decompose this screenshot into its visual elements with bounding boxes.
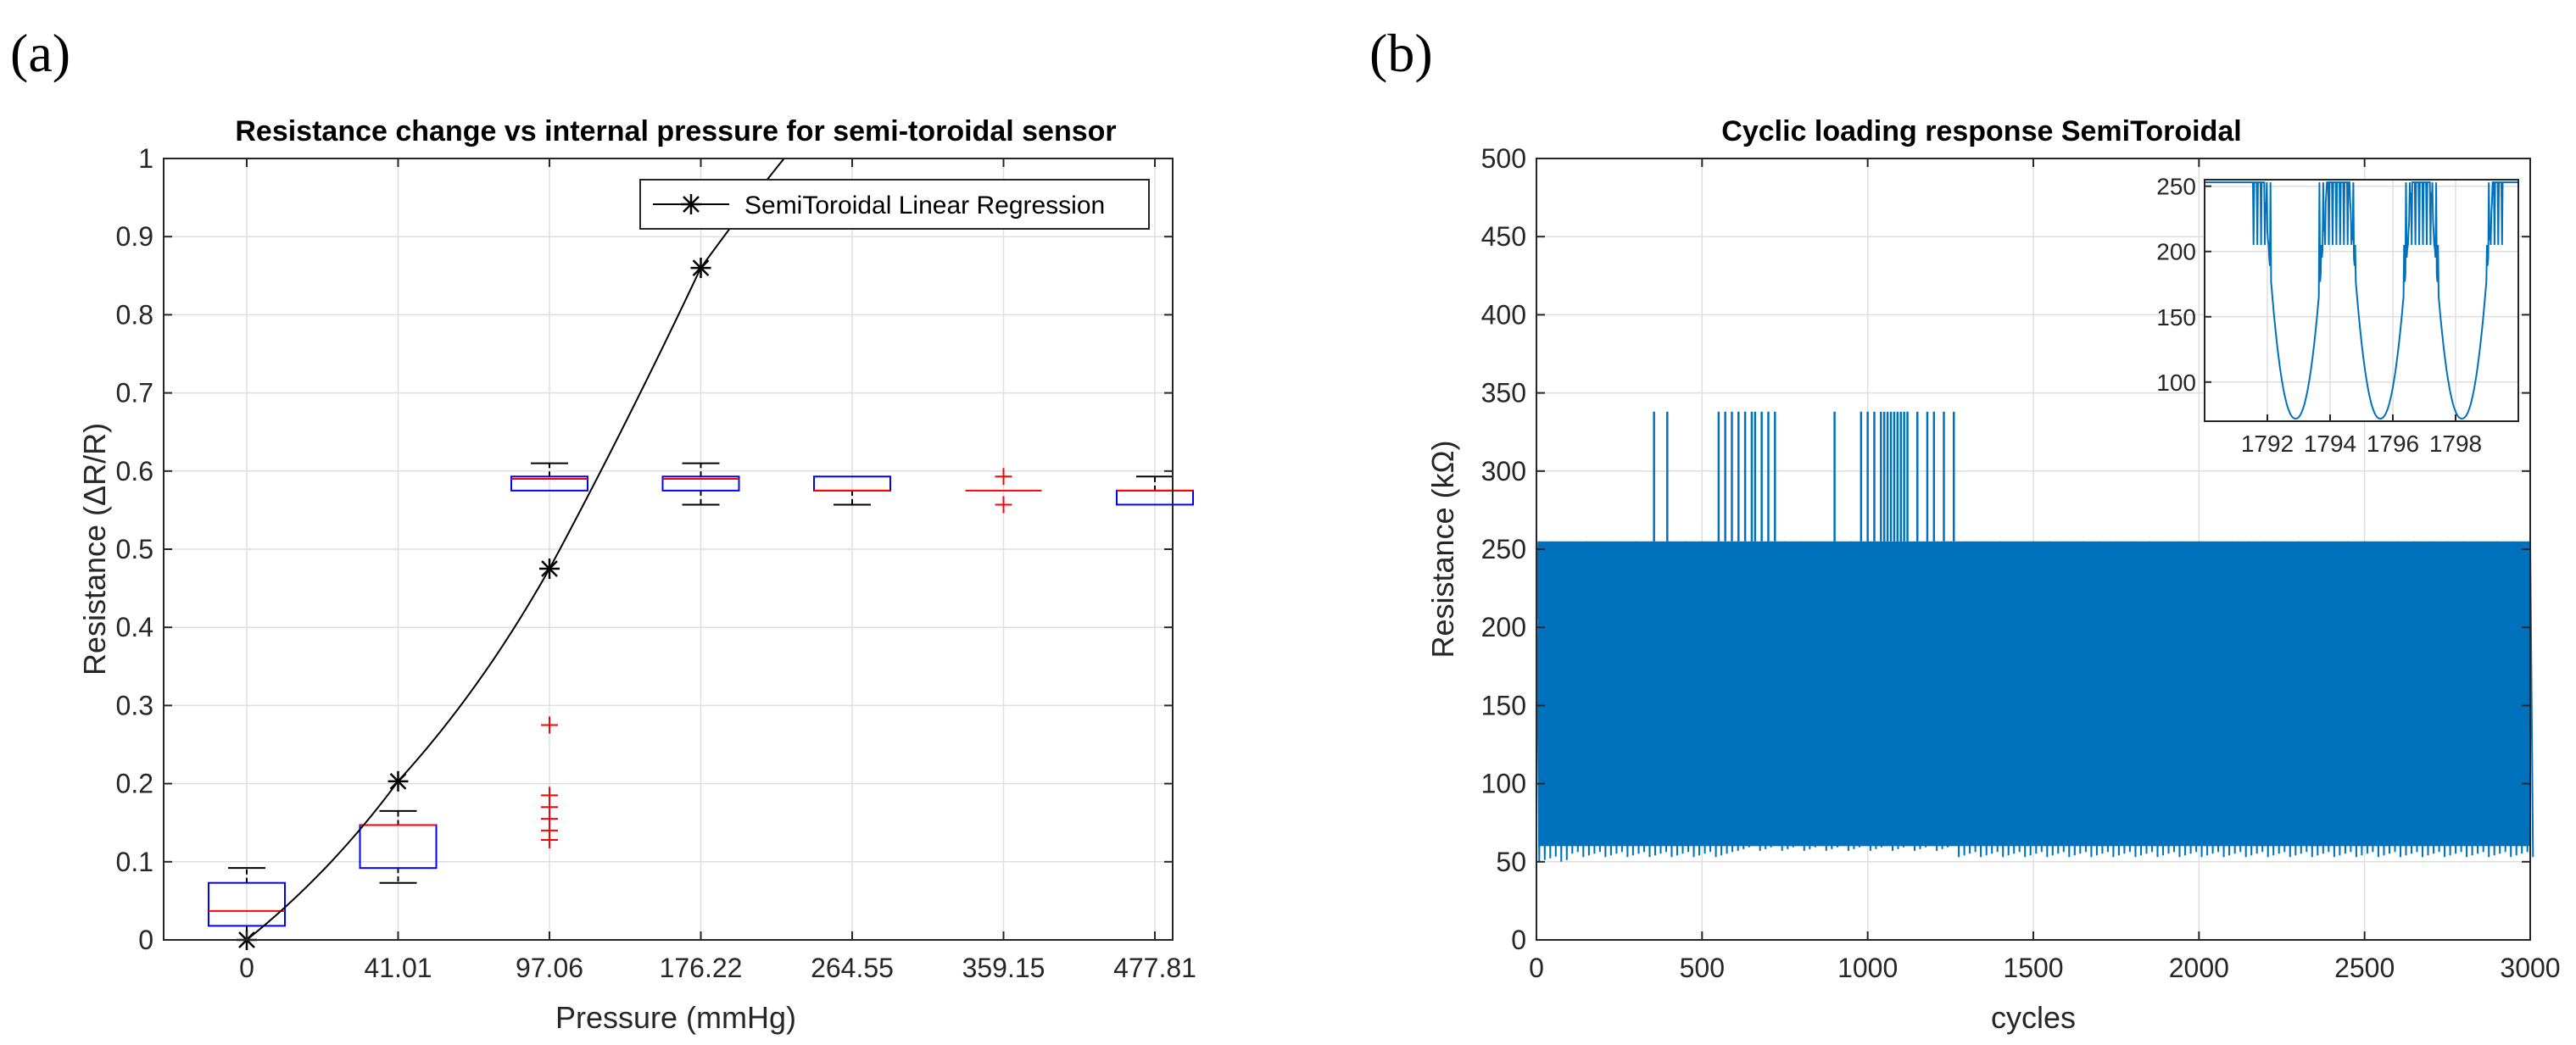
x-tick-label: 97.06: [516, 953, 583, 983]
box-176.22: [661, 462, 740, 506]
panel-b-label: (b): [1369, 23, 1433, 83]
chart-a-regression: [237, 158, 785, 950]
x-tick-label: 359.15: [962, 953, 1045, 983]
y-tick-label: 500: [1481, 143, 1526, 174]
box-iqr: [208, 881, 286, 927]
y-tick-label: 0.1: [116, 847, 153, 877]
chart-a-xlabel: Pressure (mmHg): [555, 1000, 796, 1035]
y-tick-label: 0: [1511, 925, 1526, 955]
y-tick-label: 0.4: [116, 612, 153, 642]
y-tick-label: 0.5: [116, 534, 153, 564]
y-tick-label: 50: [1496, 847, 1526, 877]
y-tick-label: 0.2: [116, 769, 153, 799]
y-tick-label: 0.8: [116, 299, 153, 330]
chart-b-x-ticks: 0 500 1000 1500 2000 2500 3000: [1529, 158, 2561, 983]
chart-b-xlabel: cycles: [1991, 1000, 2076, 1035]
inset-frame: [2204, 179, 2519, 422]
chart-a-ylabel: Resistance (ΔR/R): [77, 423, 112, 675]
box-477.81: [1116, 475, 1194, 506]
panel-a-label: (a): [10, 23, 70, 83]
chart-b-ylabel: Resistance (kΩ): [1425, 441, 1460, 659]
y-tick-label: 150: [1481, 690, 1526, 720]
chart-a-x-ticks: 0 41.01 97.06 176.22 264.55 359.15 477.81: [239, 158, 1196, 983]
box-iqr: [661, 475, 740, 492]
outlier-point: [541, 716, 558, 734]
panel-a: (a) Resistance change vs internal pressu…: [10, 23, 1196, 1035]
box-359.15: [965, 468, 1042, 514]
y-tick-label: 250: [1481, 534, 1526, 564]
y-tick-label: 450: [1481, 221, 1526, 252]
legend-marker: [681, 194, 701, 214]
x-tick-label: 1000: [1837, 953, 1898, 983]
y-tick-label: 0.9: [116, 221, 153, 252]
inset-x-tick-label: 1796: [2367, 431, 2419, 457]
y-tick-label: 200: [1481, 612, 1526, 642]
x-tick-label: 2500: [2334, 953, 2395, 983]
x-tick-label: 2000: [2169, 953, 2229, 983]
y-tick-label: 350: [1481, 378, 1526, 409]
y-tick-label: 0: [138, 925, 153, 955]
y-tick-label: 0.7: [116, 378, 153, 409]
inset-x-tick-label: 1792: [2241, 431, 2294, 457]
chart-a-title: Resistance change vs internal pressure f…: [235, 115, 1116, 147]
x-tick-label: 3000: [2500, 953, 2560, 983]
inset-x-tick-label: 1794: [2304, 431, 2356, 457]
legend-label: SemiToroidal Linear Regression: [744, 192, 1105, 220]
x-tick-label: 264.55: [811, 953, 894, 983]
y-tick-label: 300: [1481, 456, 1526, 486]
x-tick-label: 41.01: [364, 953, 432, 983]
inset-background: [2205, 180, 2518, 421]
inset-x-tick-label: 1798: [2429, 431, 2482, 457]
inset-y-tick-label: 100: [2156, 370, 2196, 396]
x-tick-label: 0: [239, 953, 254, 983]
x-tick-label: 176.22: [660, 953, 743, 983]
x-tick-label: 477.81: [1113, 953, 1196, 983]
x-tick-label: 0: [1529, 953, 1544, 983]
regression-point: [388, 770, 409, 792]
chart-a-grid: [164, 158, 1173, 941]
y-tick-label: 100: [1481, 769, 1526, 799]
inset-signal: [2205, 181, 2518, 420]
outlier-point: [995, 468, 1012, 486]
box-264.55: [813, 475, 891, 506]
outlier-point: [541, 831, 558, 848]
signal-trace: [1536, 541, 2534, 862]
chart-b-title: Cyclic loading response SemiToroidal: [1721, 115, 2241, 147]
chart-b-y-ticks: 0 50 100 150 200 250 300 350 400 450 500: [1481, 143, 2530, 955]
inset-y-tick-label: 200: [2156, 239, 2196, 265]
y-tick-label: 1: [138, 143, 153, 174]
regression-point: [539, 559, 560, 580]
chart-b-inset: 100 150 200 250 1792 1794 1796 1798: [2156, 174, 2519, 457]
inset-y-tick-label: 150: [2156, 304, 2196, 331]
y-tick-label: 400: [1481, 299, 1526, 330]
box-iqr: [510, 475, 588, 492]
x-tick-label: 1500: [2003, 953, 2063, 983]
chart-a-y-ticks: 0 0.1 0.2 0.3 0.4 0.5 0.6 0.7 0.8 0.9 1: [116, 143, 1173, 955]
box-97.06: [510, 462, 588, 848]
chart-b-signal: [1536, 411, 2534, 862]
inset-y-tick-label: 250: [2156, 174, 2196, 200]
box-41.01: [359, 809, 438, 884]
y-tick-label: 0.3: [116, 690, 153, 720]
panel-b: (b) Cyclic loading response SemiToroidal…: [1369, 23, 2561, 1035]
regression-point: [690, 258, 711, 279]
chart-a-legend: SemiToroidal Linear Regression: [639, 179, 1150, 230]
x-tick-label: 500: [1680, 953, 1725, 983]
y-tick-label: 0.6: [116, 456, 153, 486]
chart-a-boxes: [208, 462, 1194, 941]
outlier-point: [995, 496, 1012, 514]
